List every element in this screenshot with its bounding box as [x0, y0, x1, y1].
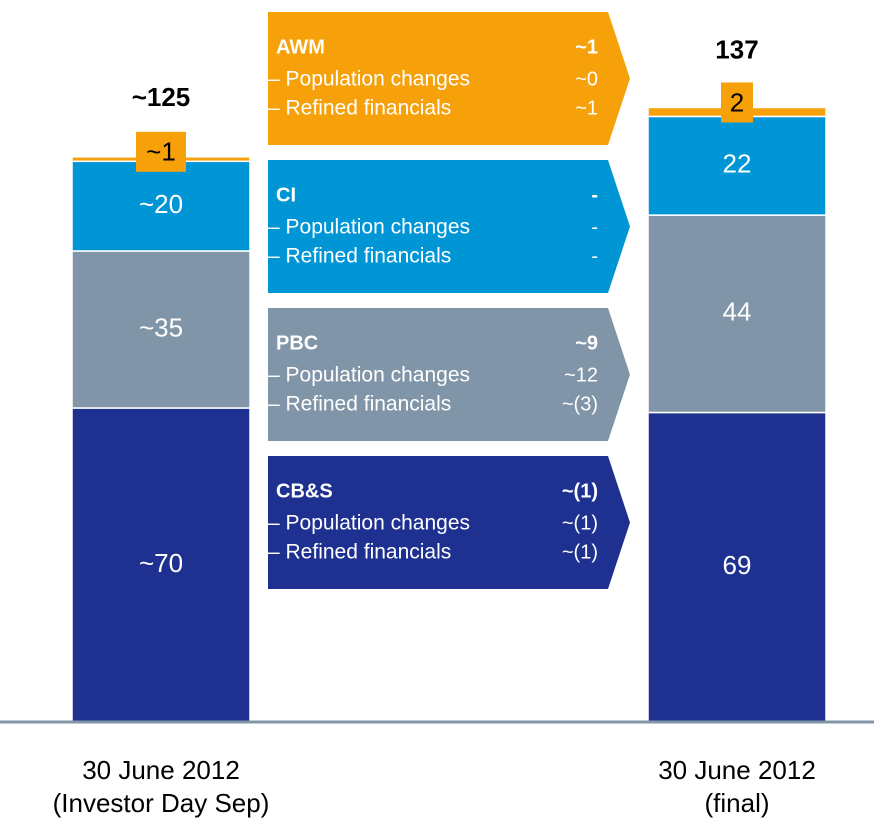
bridge-row-value: ~(1) — [562, 512, 598, 534]
bridge-row-label: – Population changes — [268, 364, 470, 387]
value-label: 69 — [723, 550, 752, 580]
bridge-row-value: - — [591, 245, 598, 267]
bridge-row-label: – Refined financials — [268, 245, 451, 268]
bridge-total: ~(1) — [562, 480, 598, 502]
bridge-name: CB&S — [276, 480, 333, 502]
bar-segment — [71, 407, 251, 723]
bridge-total: ~9 — [575, 332, 598, 354]
bridge-arrow — [268, 12, 630, 145]
bridge-total: ~1 — [575, 36, 598, 58]
value-label-box — [136, 131, 186, 172]
total-label: ~125 — [132, 82, 191, 112]
x-tick-label: (final) — [704, 788, 769, 818]
value-label: ~70 — [139, 548, 183, 578]
bridge-row-value: ~(1) — [562, 541, 598, 563]
bridge-total: - — [591, 184, 598, 206]
bar-segment — [71, 250, 251, 409]
bridge-row-value: ~1 — [575, 97, 598, 119]
value-label: ~1 — [146, 137, 176, 167]
bridge-row-label: – Population changes — [268, 216, 470, 239]
bridge-row-label: – Population changes — [268, 68, 470, 91]
value-label-box — [721, 82, 753, 123]
value-label: ~35 — [139, 312, 183, 342]
bridge-row-value: ~0 — [575, 68, 598, 90]
bridge-name: AWM — [276, 36, 325, 58]
x-tick-label: 30 June 2012 — [658, 755, 816, 785]
bridge-row-value: ~12 — [564, 364, 598, 386]
bridge-arrow — [268, 160, 630, 293]
bridge-arrow — [268, 308, 630, 441]
bridge-row-label: – Population changes — [268, 512, 470, 535]
x-tick-label: (Investor Day Sep) — [53, 788, 270, 818]
x-tick-label: 30 June 2012 — [82, 755, 240, 785]
bridge-arrow — [268, 456, 630, 589]
bridge-row-label: – Refined financials — [268, 393, 451, 416]
bar-segment — [647, 214, 827, 414]
bridge-row-value: - — [591, 216, 598, 238]
bridge-name: CI — [276, 184, 296, 206]
value-label: 2 — [730, 87, 744, 117]
value-label: 22 — [723, 149, 752, 179]
bridge-row-value: ~(3) — [562, 393, 598, 415]
bridge-row-label: – Refined financials — [268, 97, 451, 120]
bar-segment — [647, 115, 827, 216]
bridge-row-label: – Refined financials — [268, 541, 451, 564]
total-label: 137 — [715, 34, 758, 64]
bridge-name: PBC — [276, 332, 318, 354]
value-label: ~20 — [139, 189, 183, 219]
value-label: 44 — [723, 297, 752, 327]
